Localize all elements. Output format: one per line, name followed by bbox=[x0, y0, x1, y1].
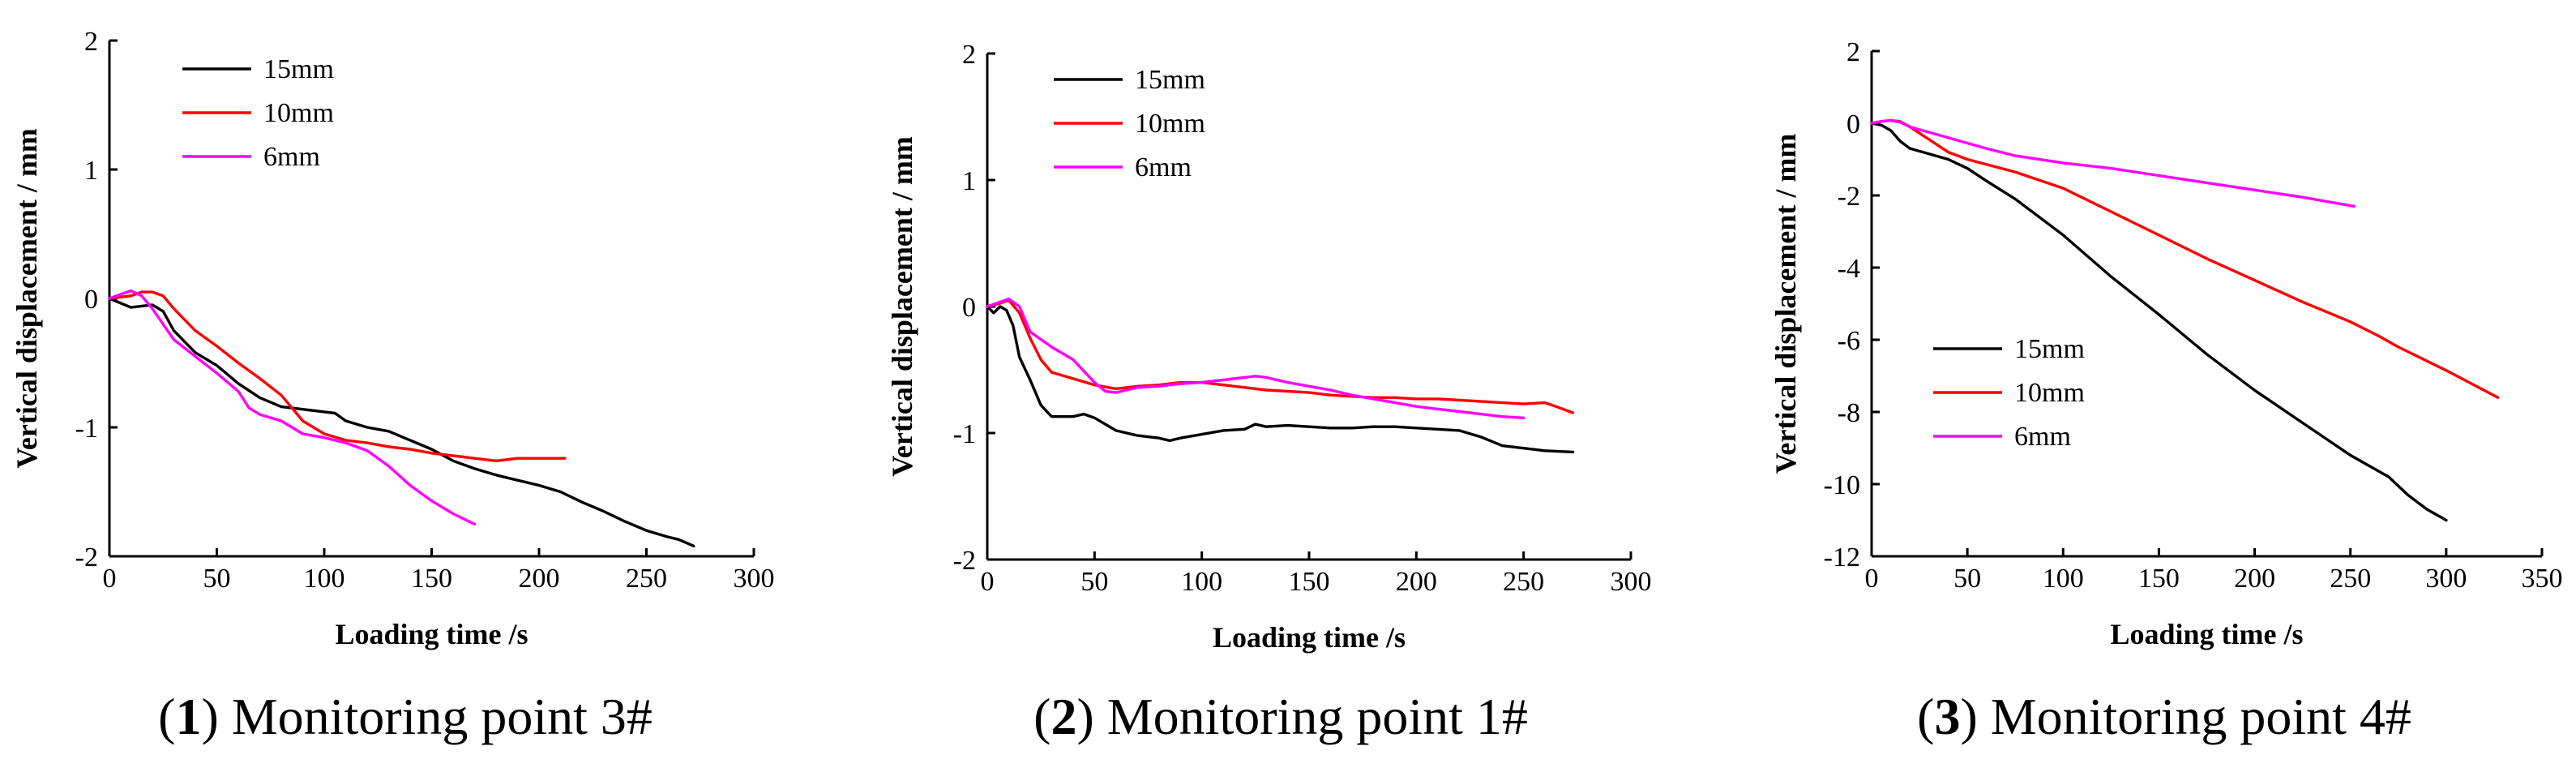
x-tick-label: 250 bbox=[2330, 564, 2371, 594]
x-tick-label: 350 bbox=[2522, 564, 2563, 594]
y-tick-label: -4 bbox=[1838, 254, 1860, 284]
y-tick-label: 1 bbox=[84, 156, 98, 186]
x-tick-label: 50 bbox=[1080, 567, 1108, 597]
x-axis-title: Loading time /s bbox=[2110, 618, 2303, 650]
panel-number: 1 bbox=[175, 688, 201, 745]
y-tick-label: -1 bbox=[75, 414, 98, 444]
y-tick-label: -2 bbox=[1838, 182, 1860, 212]
y-axis-title: Vertical displacement / mm bbox=[886, 136, 918, 477]
y-tick-label: -10 bbox=[1824, 470, 1860, 500]
panel-caption: (1) Monitoring point 3# bbox=[158, 688, 653, 745]
panel-number: 3 bbox=[1934, 688, 1960, 745]
panel-caption: (3) Monitoring point 4# bbox=[1917, 688, 2411, 745]
x-tick-label: 50 bbox=[1953, 564, 1981, 594]
x-tick-label: 100 bbox=[304, 564, 345, 594]
legend-label-6mm: 6mm bbox=[263, 142, 320, 172]
panel-caption: (2) Monitoring point 1# bbox=[1033, 688, 1528, 745]
y-tick-label: 0 bbox=[84, 285, 98, 315]
y-tick-label: -8 bbox=[1838, 398, 1860, 428]
x-tick-label: 200 bbox=[1396, 567, 1437, 597]
series-line-10mm bbox=[986, 298, 1575, 414]
legend-label-6mm: 6mm bbox=[2014, 422, 2071, 452]
series-line-15mm bbox=[108, 297, 695, 547]
legend-label-6mm: 6mm bbox=[1135, 152, 1192, 182]
series-line-6mm bbox=[1870, 118, 2356, 208]
legend-label-10mm: 10mm bbox=[1135, 109, 1205, 139]
legend-label-15mm: 15mm bbox=[2014, 334, 2085, 364]
y-tick-label: -2 bbox=[75, 543, 98, 573]
series-line-6mm bbox=[108, 289, 477, 525]
x-tick-label: 200 bbox=[2234, 564, 2275, 594]
series-line-15mm bbox=[1870, 122, 2448, 522]
y-tick-label: 2 bbox=[962, 40, 976, 70]
x-tick-label: 100 bbox=[1181, 567, 1222, 597]
x-tick-label: 0 bbox=[103, 564, 117, 594]
x-tick-label: 300 bbox=[2425, 564, 2467, 594]
legend-label-10mm: 10mm bbox=[2014, 378, 2085, 408]
legend-label-15mm: 15mm bbox=[263, 54, 334, 84]
series-line-10mm bbox=[1870, 118, 2500, 399]
y-tick-label: -2 bbox=[953, 546, 976, 576]
y-tick-label: 2 bbox=[84, 27, 98, 57]
x-tick-label: 150 bbox=[2138, 564, 2180, 594]
y-tick-label: -1 bbox=[953, 419, 976, 449]
x-tick-label: 0 bbox=[1865, 564, 1879, 594]
x-tick-label: 300 bbox=[1611, 567, 1652, 597]
x-tick-label: 100 bbox=[2043, 564, 2084, 594]
y-axis-title: Vertical displacement / mm bbox=[1769, 134, 1802, 474]
legend-label-15mm: 15mm bbox=[1135, 65, 1205, 95]
x-tick-label: 50 bbox=[203, 564, 231, 594]
legend-label-10mm: 10mm bbox=[263, 98, 334, 128]
chart-panel-1: 0 50 100 150 200 250 300 -2 -1 0 1 2 Loading time /s… bbox=[11, 27, 775, 745]
y-tick-label: -6 bbox=[1838, 326, 1860, 356]
y-tick-label: -12 bbox=[1824, 543, 1860, 573]
y-tick-label: 0 bbox=[1846, 109, 1860, 139]
panel-number: 2 bbox=[1051, 688, 1076, 745]
series-line-15mm bbox=[986, 305, 1575, 454]
y-tick-label: 1 bbox=[962, 166, 976, 196]
chart-panel-2: 0 50 100 150 200 250 300 -2 -1 0 1 2 Loading time /s… bbox=[886, 40, 1652, 745]
y-axis-title: Vertical displacement / mm bbox=[11, 128, 43, 469]
x-tick-label: 250 bbox=[1503, 567, 1544, 597]
x-tick-label: 150 bbox=[1289, 567, 1330, 597]
series-line-6mm bbox=[986, 297, 1525, 419]
x-tick-label: 300 bbox=[734, 564, 775, 594]
x-tick-label: 0 bbox=[981, 567, 995, 597]
chart-panel-3: 0 50 100 150 200 250 300 350 -12 -10 -8 -6 -4 -2 0 2 Loa… bbox=[1769, 37, 2563, 745]
series-line-10mm bbox=[108, 290, 567, 462]
x-axis-title: Loading time /s bbox=[1213, 621, 1406, 654]
y-tick-label: 0 bbox=[962, 293, 976, 323]
x-tick-label: 150 bbox=[411, 564, 452, 594]
x-axis-title: Loading time /s bbox=[335, 618, 528, 650]
x-tick-label: 200 bbox=[519, 564, 560, 594]
x-tick-label: 250 bbox=[626, 564, 667, 594]
y-tick-label: 2 bbox=[1846, 37, 1860, 67]
